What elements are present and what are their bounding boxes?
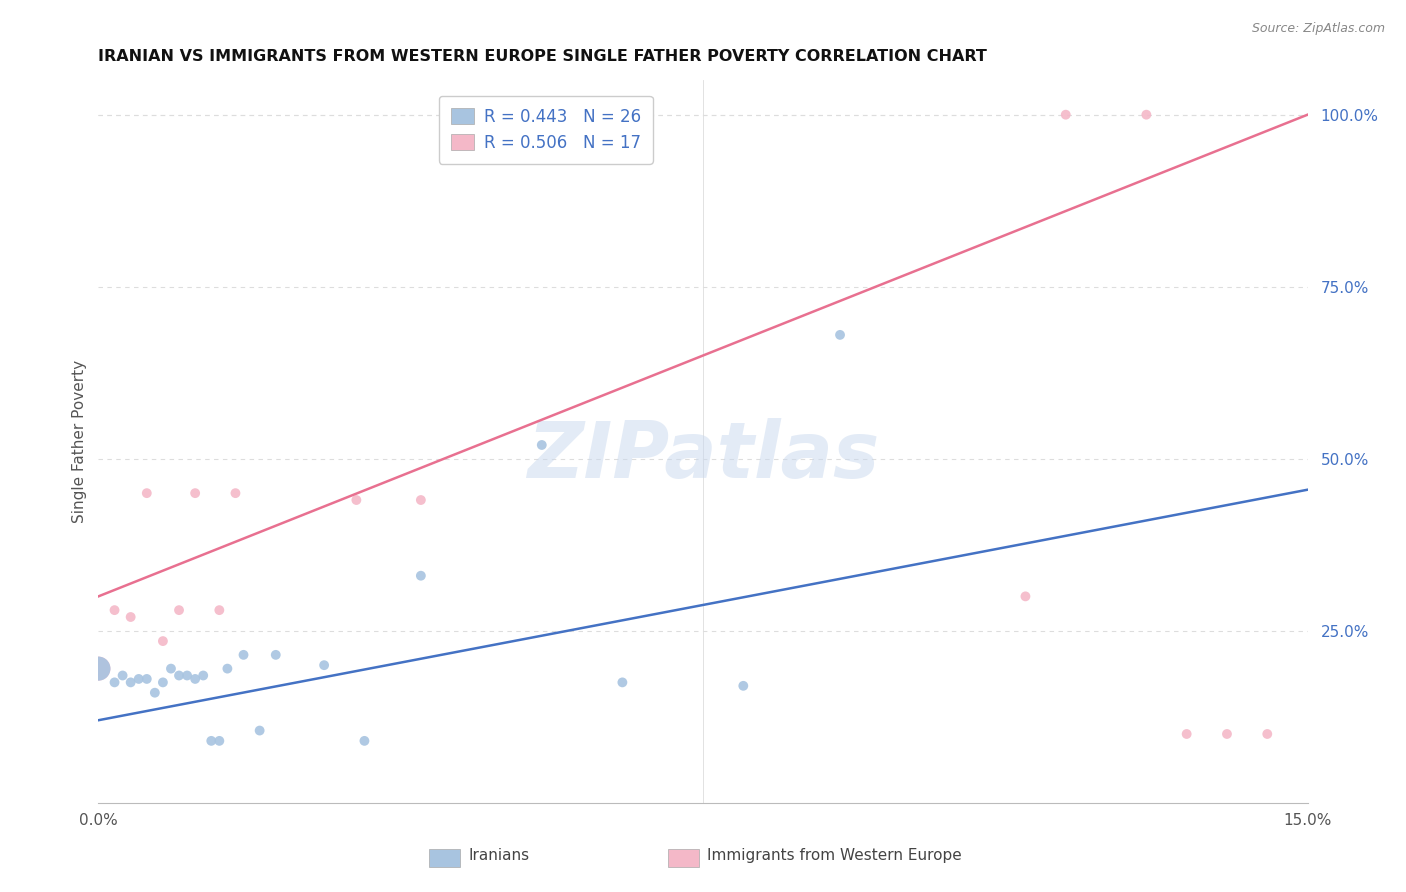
Point <box>184 672 207 686</box>
Point <box>87 662 110 676</box>
Y-axis label: Single Father Poverty: Single Father Poverty <box>72 360 87 523</box>
Point <box>1256 727 1278 741</box>
Point <box>530 438 553 452</box>
Point <box>87 662 110 676</box>
Point <box>249 723 271 738</box>
Text: Iranians: Iranians <box>468 848 529 863</box>
Point <box>409 568 432 582</box>
Point <box>120 675 142 690</box>
Point <box>1135 108 1157 122</box>
Point <box>314 658 336 673</box>
Point <box>224 486 246 500</box>
Point <box>1216 727 1239 741</box>
Point <box>828 327 851 342</box>
Point <box>1054 108 1077 122</box>
Point <box>733 679 755 693</box>
Point <box>264 648 287 662</box>
Point <box>160 662 183 676</box>
Point <box>1175 727 1198 741</box>
Point <box>120 610 142 624</box>
Point <box>135 672 157 686</box>
Point <box>1014 590 1036 604</box>
Point <box>409 493 432 508</box>
Point <box>167 668 190 682</box>
Point <box>103 603 125 617</box>
Point <box>128 672 150 686</box>
Text: Immigrants from Western Europe: Immigrants from Western Europe <box>707 848 962 863</box>
Point <box>143 686 166 700</box>
Point <box>208 603 231 617</box>
Point <box>111 668 134 682</box>
Point <box>217 662 239 676</box>
Point <box>152 634 174 648</box>
Text: Source: ZipAtlas.com: Source: ZipAtlas.com <box>1251 22 1385 36</box>
Legend: R = 0.443   N = 26, R = 0.506   N = 17: R = 0.443 N = 26, R = 0.506 N = 17 <box>439 95 652 163</box>
Point <box>232 648 254 662</box>
Point <box>193 668 215 682</box>
Text: IRANIAN VS IMMIGRANTS FROM WESTERN EUROPE SINGLE FATHER POVERTY CORRELATION CHAR: IRANIAN VS IMMIGRANTS FROM WESTERN EUROP… <box>98 49 987 64</box>
Point <box>344 493 367 508</box>
Point <box>200 734 222 748</box>
Point <box>353 734 375 748</box>
Text: ZIPatlas: ZIPatlas <box>527 418 879 494</box>
Point <box>167 603 190 617</box>
Point <box>208 734 231 748</box>
Point <box>184 486 207 500</box>
Point <box>152 675 174 690</box>
Point <box>103 675 125 690</box>
Point <box>176 668 198 682</box>
Point <box>612 675 634 690</box>
Point <box>135 486 157 500</box>
